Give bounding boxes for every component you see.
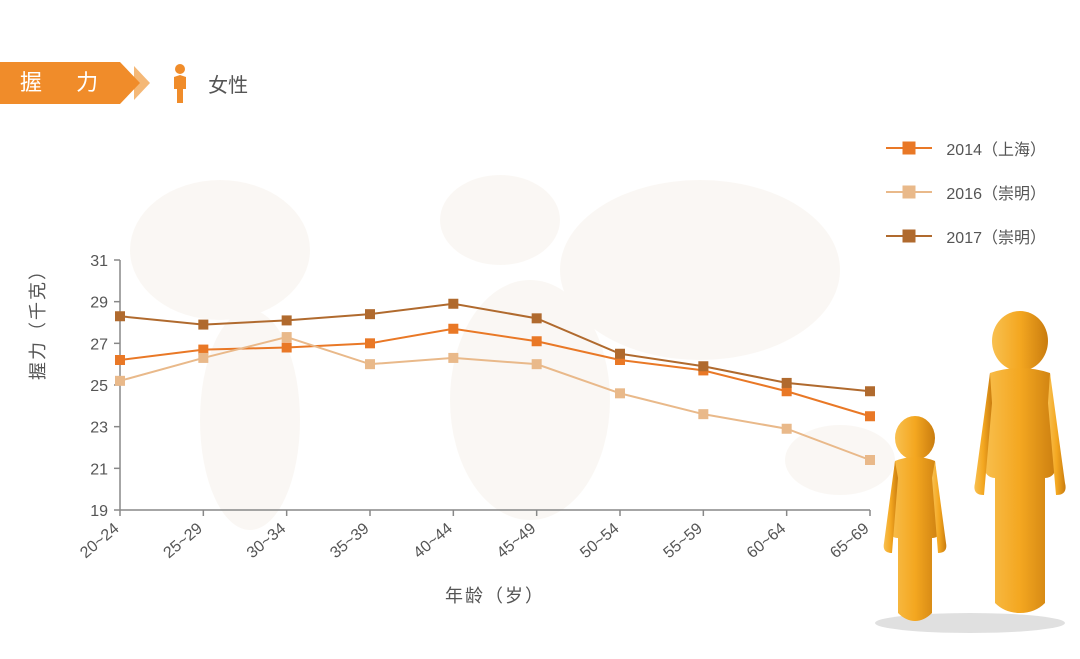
svg-text:21: 21 [90,461,108,478]
chart-header: 握 力 女性 [0,62,248,104]
svg-text:55~59: 55~59 [661,520,706,562]
svg-text:50~54: 50~54 [577,520,622,562]
y-axis-label: 握力（千克） [24,260,50,380]
legend-label: 2017（崇明） [946,224,1046,248]
legend-item: 2017（崇明） [886,224,1046,248]
legend-label: 2014（上海） [946,136,1046,160]
svg-text:60~64: 60~64 [744,520,789,562]
svg-text:31: 31 [90,253,108,270]
legend-swatch [886,235,932,237]
svg-text:29: 29 [90,295,108,312]
svg-text:30~34: 30~34 [244,520,289,562]
svg-text:25~29: 25~29 [161,520,206,562]
svg-text:19: 19 [90,503,108,520]
svg-text:27: 27 [90,336,108,353]
x-axis-label: 年龄（岁） [445,582,545,608]
svg-text:40~44: 40~44 [411,520,456,562]
svg-text:25: 25 [90,378,108,395]
gender-label: 女性 [208,69,248,98]
legend-item: 2014（上海） [886,136,1046,160]
title-text: 握 力 [20,70,112,95]
svg-text:45~49: 45~49 [494,520,539,562]
svg-text:20~24: 20~24 [77,520,122,562]
title-badge: 握 力 [0,62,120,104]
svg-text:23: 23 [90,420,108,437]
legend-swatch [886,191,932,193]
chart-area: 19 21 23 25 27 29 31 20~24 25~29 30~34 35~39 40~44 4… [50,250,890,610]
female-icon [170,63,190,103]
legend-item: 2016（崇明） [886,180,1046,204]
legend-label: 2016（崇明） [946,180,1046,204]
line-chart: 19 21 23 25 27 29 31 20~24 25~29 30~34 35~39 40~44 4… [50,250,890,610]
svg-text:35~39: 35~39 [327,520,372,562]
legend-swatch [886,147,932,149]
person-figures [860,303,1080,633]
legend: 2014（上海） 2016（崇明） 2017（崇明） [886,136,1046,248]
svg-text:65~69: 65~69 [827,520,872,562]
